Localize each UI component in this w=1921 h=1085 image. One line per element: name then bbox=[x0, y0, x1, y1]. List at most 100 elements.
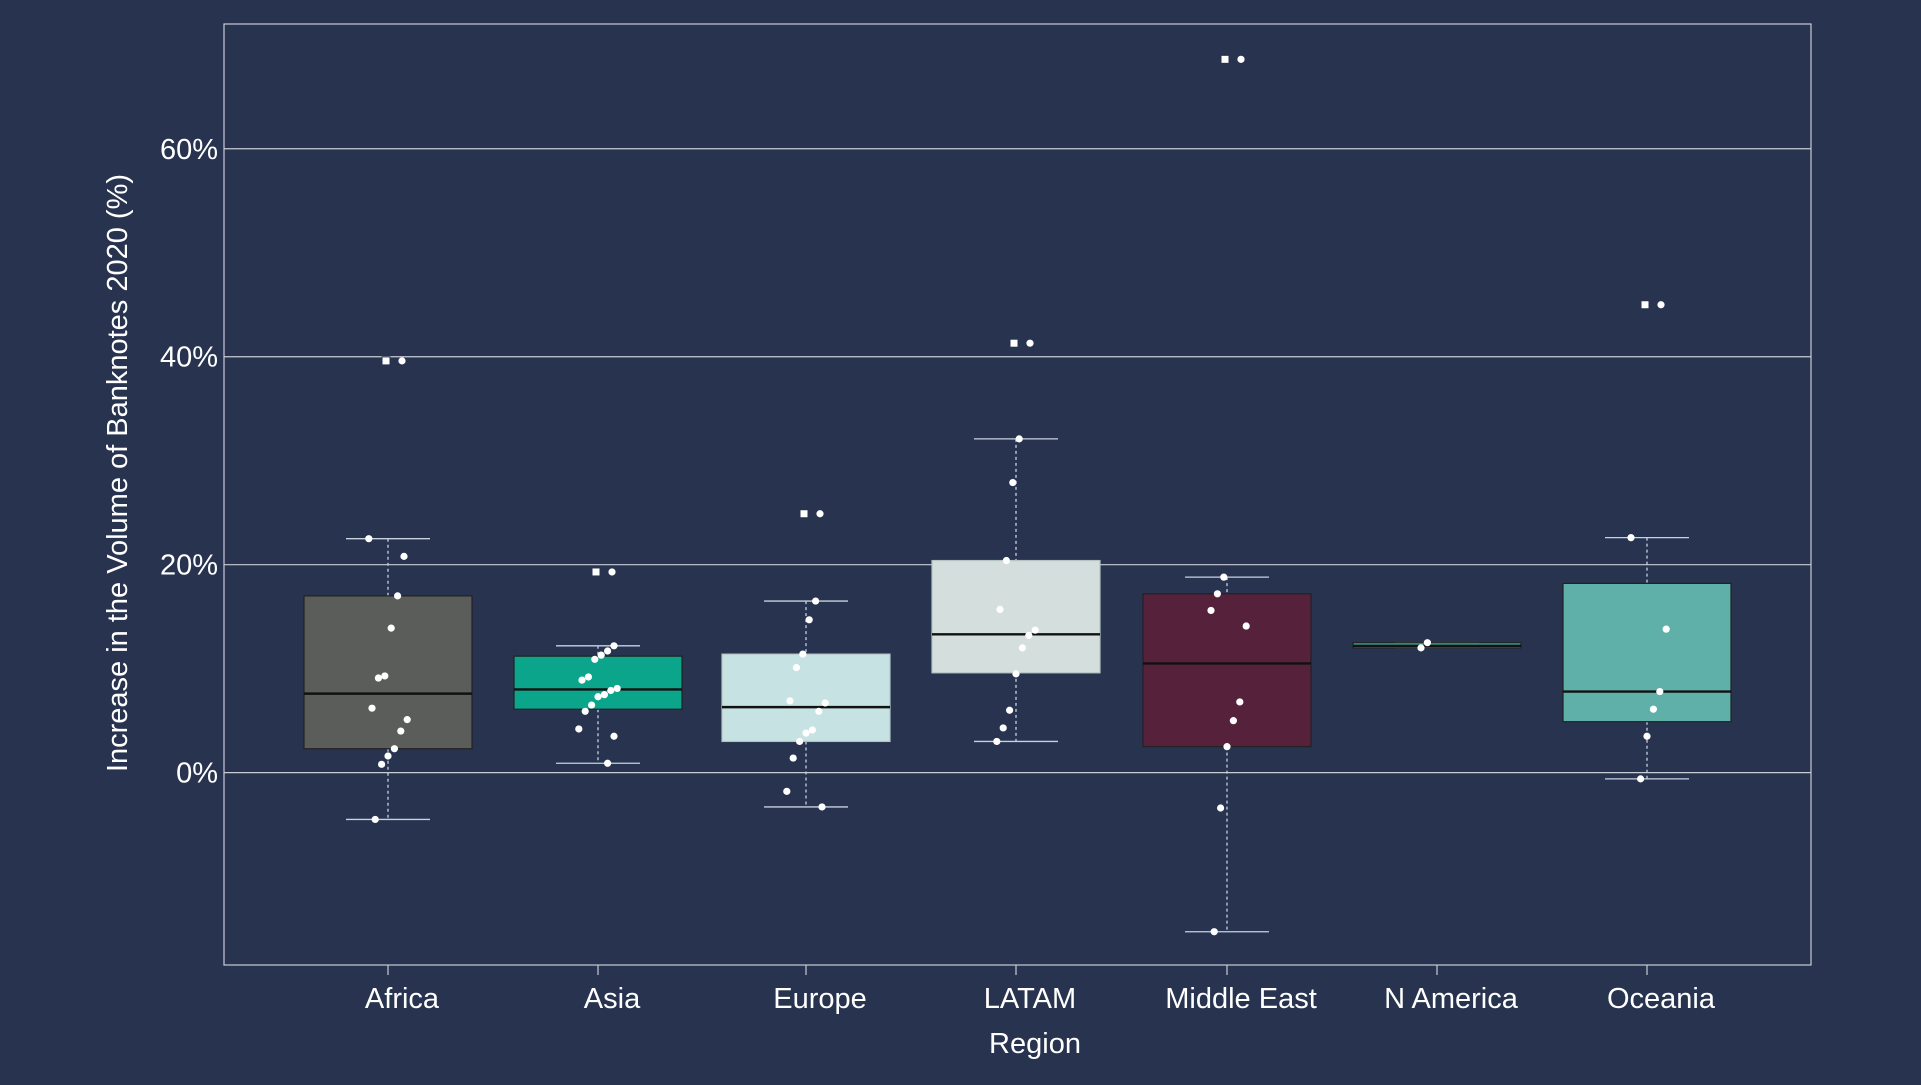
data-point bbox=[578, 676, 586, 684]
data-point bbox=[384, 752, 392, 760]
data-point bbox=[802, 729, 810, 737]
data-point bbox=[1242, 622, 1250, 630]
data-point bbox=[387, 624, 395, 632]
x-tick-label: N America bbox=[1384, 983, 1519, 1015]
data-point bbox=[796, 737, 804, 746]
box-africa bbox=[303, 595, 473, 750]
data-point bbox=[999, 724, 1007, 732]
data-point bbox=[1207, 606, 1215, 615]
data-point bbox=[808, 726, 817, 734]
data-point bbox=[365, 535, 373, 543]
box-europe bbox=[721, 653, 891, 743]
data-point bbox=[588, 701, 596, 709]
outlier-point bbox=[1657, 301, 1665, 309]
box-asia bbox=[513, 655, 683, 710]
data-point bbox=[783, 787, 791, 795]
data-point bbox=[786, 697, 794, 705]
data-point bbox=[607, 686, 615, 695]
y-tick-label: 60% bbox=[160, 134, 218, 166]
data-point bbox=[818, 803, 826, 811]
x-tick-label: Middle East bbox=[1165, 983, 1317, 1015]
outlier-marker bbox=[1009, 338, 1019, 348]
box-middle-east bbox=[1142, 593, 1312, 748]
outlier-marker bbox=[1640, 300, 1650, 310]
data-point bbox=[812, 597, 820, 605]
data-point bbox=[1662, 625, 1670, 633]
x-tick-label: Europe bbox=[773, 983, 867, 1015]
data-point bbox=[1213, 590, 1221, 598]
data-point bbox=[594, 693, 602, 701]
data-point bbox=[397, 727, 405, 735]
y-tick-label: 0% bbox=[176, 758, 218, 790]
data-point bbox=[993, 737, 1001, 746]
outlier-point bbox=[1026, 339, 1034, 347]
outlier-marker bbox=[799, 509, 809, 519]
data-point bbox=[1220, 573, 1228, 581]
data-point bbox=[394, 592, 402, 600]
data-point bbox=[378, 760, 386, 768]
outlier-point bbox=[1237, 55, 1245, 63]
data-point bbox=[403, 716, 411, 724]
data-point bbox=[1002, 556, 1011, 565]
data-point bbox=[604, 759, 612, 767]
data-point bbox=[1423, 639, 1431, 647]
data-point bbox=[1009, 478, 1017, 487]
data-point bbox=[575, 725, 583, 733]
y-tick-label: 20% bbox=[160, 550, 218, 582]
data-point bbox=[1006, 706, 1014, 714]
data-point bbox=[789, 754, 797, 762]
data-point bbox=[1210, 928, 1218, 936]
data-point bbox=[368, 704, 376, 712]
x-tick-label: Oceania bbox=[1607, 983, 1716, 1015]
data-point bbox=[1417, 644, 1425, 652]
plot-frame bbox=[223, 23, 1812, 966]
data-point bbox=[996, 605, 1004, 613]
data-point bbox=[1223, 743, 1231, 751]
data-point bbox=[1627, 534, 1635, 542]
data-point bbox=[604, 647, 612, 655]
data-point bbox=[591, 655, 599, 663]
data-point bbox=[1031, 626, 1039, 634]
data-point bbox=[1018, 644, 1026, 652]
data-point bbox=[1025, 631, 1033, 639]
y-tick-label: 40% bbox=[160, 342, 218, 374]
data-point bbox=[1649, 705, 1657, 713]
data-point bbox=[381, 672, 389, 680]
x-axis-title: Region bbox=[989, 1028, 1081, 1060]
data-point bbox=[1015, 435, 1023, 443]
outlier-marker bbox=[1220, 54, 1230, 64]
outlier-marker bbox=[591, 567, 601, 577]
data-point bbox=[799, 650, 807, 658]
data-point bbox=[1637, 775, 1645, 783]
box-latam bbox=[931, 559, 1101, 674]
data-point bbox=[371, 815, 379, 824]
data-point bbox=[610, 642, 618, 650]
x-tick-label: Africa bbox=[365, 983, 440, 1015]
data-point bbox=[613, 684, 621, 693]
data-point bbox=[374, 674, 382, 682]
data-point bbox=[581, 707, 589, 715]
data-point bbox=[597, 651, 605, 659]
outlier-point bbox=[398, 357, 406, 365]
data-point bbox=[1012, 670, 1020, 678]
data-point bbox=[400, 552, 408, 560]
data-point bbox=[792, 664, 801, 672]
y-axis-title: Increase in the Volume of Banknotes 2020… bbox=[102, 174, 134, 772]
x-tick-label: Asia bbox=[584, 983, 641, 1015]
data-point bbox=[821, 699, 829, 707]
data-point bbox=[1229, 717, 1237, 725]
data-point bbox=[1217, 804, 1225, 812]
data-point bbox=[584, 673, 593, 681]
data-point bbox=[600, 691, 609, 699]
data-point bbox=[815, 707, 823, 715]
outlier-marker bbox=[381, 356, 391, 366]
box-oceania bbox=[1562, 582, 1732, 723]
x-tick-label: LATAM bbox=[984, 983, 1076, 1015]
data-point bbox=[390, 745, 398, 753]
data-point bbox=[805, 616, 813, 624]
data-point bbox=[1236, 698, 1244, 706]
data-point bbox=[610, 732, 618, 740]
outlier-point bbox=[816, 510, 824, 518]
